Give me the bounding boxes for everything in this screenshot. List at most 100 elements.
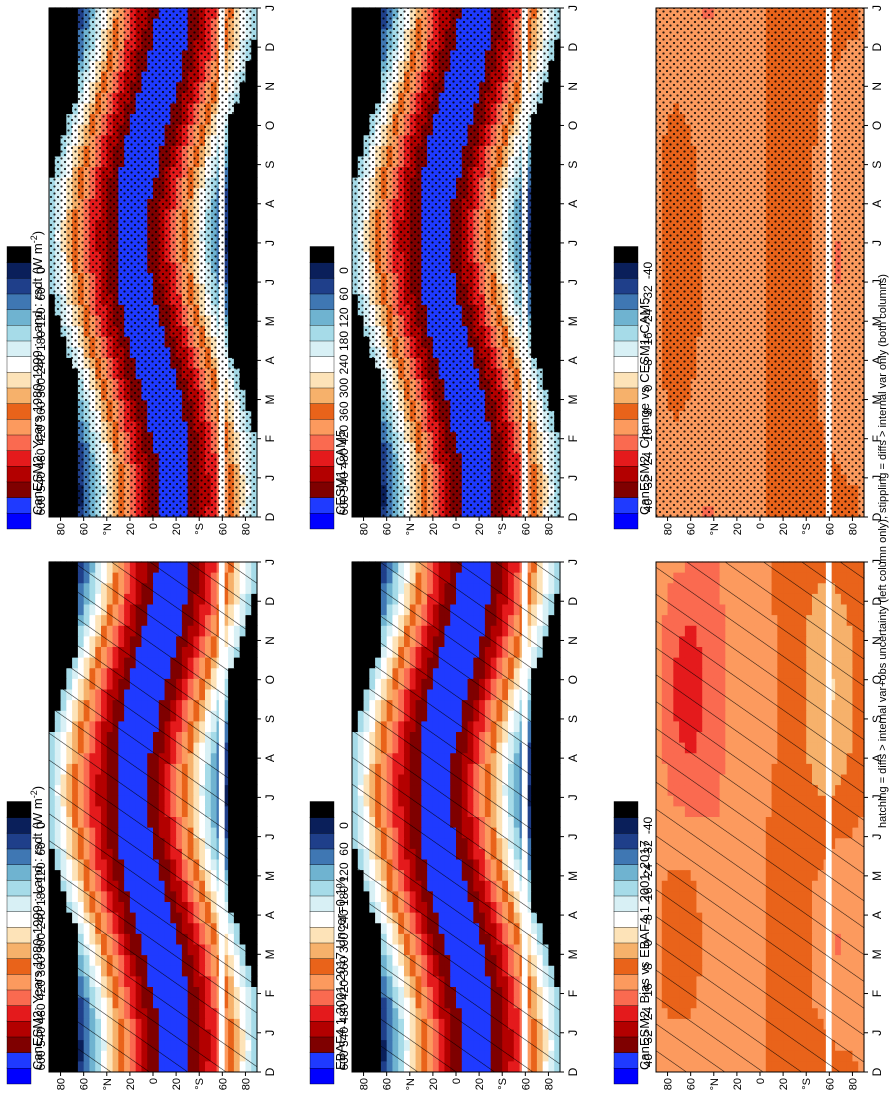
y-tick-label: 60 [217, 1078, 229, 1090]
x-tick-label: S [263, 715, 277, 723]
colorbar-swatch [309, 957, 335, 975]
colorbar-label: 540 [34, 472, 48, 492]
x-tick-label: D [870, 512, 884, 521]
y-tick-label: 60 [686, 1078, 698, 1090]
x-tick-label: M [263, 949, 277, 959]
x-tick-label: D [566, 42, 580, 51]
colorbar-swatch [613, 1036, 639, 1053]
colorbar-swatch [309, 512, 335, 530]
colorbar-swatch [6, 910, 32, 928]
colorbar-swatch [613, 973, 639, 991]
colorbar-label: 360 [337, 401, 351, 421]
colorbar-label: 480 [337, 1003, 351, 1023]
significance-overlay [656, 8, 864, 517]
x-tick-label: M [566, 395, 580, 405]
y-tick-label: 80 [56, 523, 68, 535]
y-tick-label: °N [102, 523, 114, 535]
colorbar-label: 300 [337, 378, 351, 398]
colorbar-swatch [309, 261, 335, 279]
colorbar-label: 420 [337, 425, 351, 445]
y-tick-label: °S [497, 523, 509, 535]
colorbar-swatch [309, 910, 335, 928]
y-tick-label: °S [801, 523, 813, 535]
y-tick-label: 80 [359, 1078, 371, 1090]
colorbar-swatch [6, 1036, 32, 1053]
colorbar-swatch [613, 1051, 639, 1069]
x-tick-label: J [566, 475, 580, 481]
colorbar-swatch [309, 324, 335, 342]
y-tick-label: 20 [125, 523, 137, 535]
y-tick-label: 60 [382, 523, 394, 535]
colorbar-swatch [613, 496, 639, 514]
colorbar-label: 480 [34, 448, 48, 468]
colorbar-swatch [613, 1004, 639, 1022]
colorbar-swatch [309, 1004, 335, 1022]
x-tick-label: S [566, 715, 580, 723]
colorbar-swatch [613, 293, 639, 310]
colorbar-swatch [6, 277, 32, 295]
panel-title: CanESM2: Bias vs EBAF4.1 2001-2017 [637, 840, 652, 1070]
colorbar-label: 240 [337, 354, 351, 374]
colorbar-swatch [613, 879, 639, 897]
colorbar-label: 180 [337, 331, 351, 351]
x-tick-label: J [870, 834, 884, 840]
x-tick-label: A [566, 200, 580, 208]
colorbar-swatch [613, 246, 639, 263]
x-tick-label: D [263, 512, 277, 521]
colorbar-label: -8 [641, 359, 655, 370]
y-tick-label: 20 [125, 1078, 137, 1090]
x-tick-label: J [566, 559, 580, 565]
colorbar-swatch [309, 816, 335, 834]
x-tick-label: O [566, 675, 580, 684]
x-tick-label: O [870, 121, 884, 130]
y-tick-label: 20 [171, 1078, 183, 1090]
x-tick-label: N [263, 82, 277, 91]
colorbar-swatch [309, 895, 335, 912]
y-tick-label: 80 [663, 1078, 675, 1090]
colorbar-label: 24 [641, 1007, 655, 1021]
x-tick-label: J [263, 475, 277, 481]
x-tick-label: M [870, 395, 884, 405]
colorbar-swatch [613, 895, 639, 912]
colorbar-swatch [6, 293, 32, 310]
x-tick-label: J [870, 1030, 884, 1036]
colorbar-label: -8 [641, 914, 655, 925]
y-tick-label: °N [709, 1078, 721, 1090]
y-tick-label: 80 [240, 1078, 252, 1090]
colorbar-swatch [309, 340, 335, 357]
colorbar-label: 480 [34, 1003, 48, 1023]
x-tick-label: J [870, 240, 884, 246]
colorbar-label: 60 [337, 842, 351, 856]
colorbar-swatch [309, 402, 335, 420]
colorbar-swatch [309, 863, 335, 881]
x-tick-label: S [870, 161, 884, 169]
colorbar-swatch [6, 973, 32, 991]
y-tick-label: 80 [240, 523, 252, 535]
colorbar-swatch [613, 910, 639, 928]
x-tick-label: S [263, 161, 277, 169]
y-tick-label: °N [405, 1078, 417, 1090]
colorbar-swatch [6, 402, 32, 420]
colorbar-label: 16 [641, 983, 655, 997]
colorbar-label: 600 [337, 495, 351, 515]
colorbar-swatch [309, 387, 335, 404]
colorbar-label: 600 [337, 1050, 351, 1070]
panel-title: EBAF4.1 2001-2017 Uncer=0.1% [333, 876, 348, 1070]
colorbar-swatch [6, 989, 32, 1006]
panel-p2: EBAF4.1 2001-2017 Uncer=0.1% D J F M A M J J A S O N… [309, 559, 580, 1090]
colorbar-swatch [6, 246, 32, 263]
x-tick-label: M [263, 316, 277, 326]
colorbar-swatch [6, 481, 32, 498]
colorbar-swatch [309, 308, 335, 326]
colorbar-swatch [613, 989, 639, 1006]
x-tick-label: D [870, 1067, 884, 1076]
significance-overlay [352, 8, 560, 517]
colorbar-swatch [309, 1036, 335, 1053]
y-tick-label: 20 [428, 523, 440, 535]
colorbar-label: 360 [337, 956, 351, 976]
colorbar-label: 540 [34, 1027, 48, 1047]
colorbar-swatch [6, 1004, 32, 1022]
colorbar-label: 0 [337, 267, 351, 274]
colorbar-swatch [613, 926, 639, 944]
